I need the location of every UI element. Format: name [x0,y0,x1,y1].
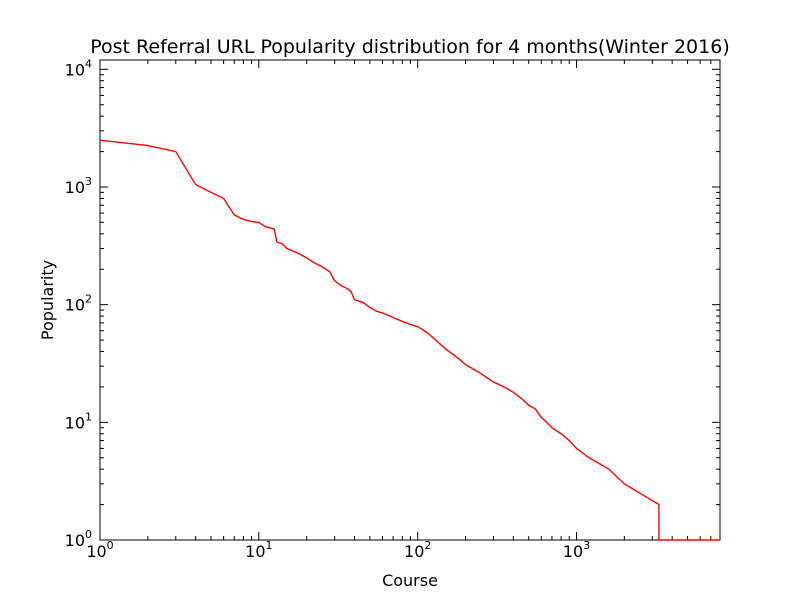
x-tick-label: 100 [86,539,113,561]
series-layer [99,139,720,541]
y-tick-label: 101 [65,410,92,432]
y-axis-title: Popularity [38,260,57,340]
y-tick-label: 103 [65,175,92,197]
popularity-series-line [99,139,720,541]
y-tick-label: 102 [65,293,92,315]
chart-title: Post Referral URL Popularity distributio… [90,36,729,58]
x-tick-label: 102 [404,539,431,561]
y-tick-label: 100 [65,528,92,550]
x-tick-label: 101 [245,539,272,561]
x-tick-label: 103 [563,539,590,561]
y-tick-label: 104 [65,57,92,79]
ticks-layer: 100 101 102 103 100 101 102 103 104 [65,57,721,561]
x-axis-title: Course [382,571,438,590]
